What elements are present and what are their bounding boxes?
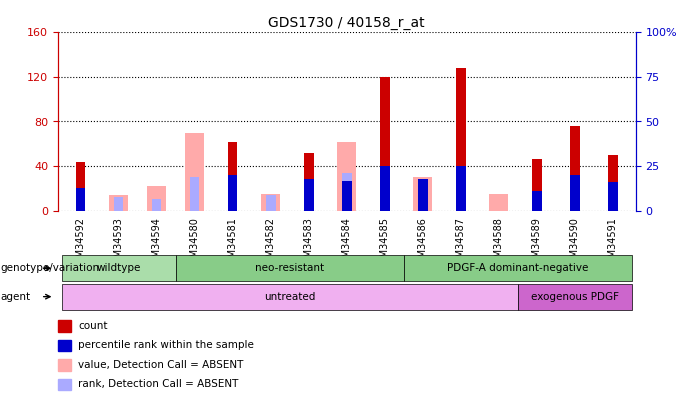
Bar bbox=[608, 155, 617, 211]
Text: untreated: untreated bbox=[264, 292, 316, 302]
Text: percentile rank within the sample: percentile rank within the sample bbox=[78, 341, 254, 350]
Text: wildtype: wildtype bbox=[97, 263, 141, 273]
Text: exogenous PDGF: exogenous PDGF bbox=[531, 292, 619, 302]
Text: rank, Detection Call = ABSENT: rank, Detection Call = ABSENT bbox=[78, 379, 239, 389]
Bar bbox=[490, 194, 509, 211]
Bar bbox=[266, 195, 275, 211]
Bar bbox=[413, 177, 432, 211]
Bar bbox=[608, 181, 617, 211]
Bar bbox=[418, 179, 428, 211]
Title: GDS1730 / 40158_r_at: GDS1730 / 40158_r_at bbox=[269, 16, 425, 30]
Text: PDGF-A dominant-negative: PDGF-A dominant-negative bbox=[447, 263, 589, 273]
Bar bbox=[228, 142, 237, 211]
Bar bbox=[532, 159, 542, 211]
Bar bbox=[109, 195, 128, 211]
Text: count: count bbox=[78, 321, 107, 331]
Text: genotype/variation: genotype/variation bbox=[1, 263, 100, 273]
Bar bbox=[304, 179, 313, 211]
Bar bbox=[152, 199, 161, 211]
Bar bbox=[380, 166, 390, 211]
Bar bbox=[147, 186, 166, 211]
Bar bbox=[190, 177, 199, 211]
Bar bbox=[261, 194, 280, 211]
Bar bbox=[185, 133, 204, 211]
Bar bbox=[380, 77, 390, 211]
Bar bbox=[114, 197, 123, 211]
Text: agent: agent bbox=[1, 292, 31, 302]
Text: value, Detection Call = ABSENT: value, Detection Call = ABSENT bbox=[78, 360, 243, 370]
Bar bbox=[571, 126, 580, 211]
Bar bbox=[342, 181, 352, 211]
Bar bbox=[342, 173, 352, 211]
Bar bbox=[571, 175, 580, 211]
Bar bbox=[456, 68, 466, 211]
Bar bbox=[76, 162, 86, 211]
Bar bbox=[76, 188, 86, 211]
Bar bbox=[532, 190, 542, 211]
Bar bbox=[456, 166, 466, 211]
Bar bbox=[337, 142, 356, 211]
Text: neo-resistant: neo-resistant bbox=[255, 263, 324, 273]
Bar bbox=[228, 175, 237, 211]
Bar bbox=[418, 186, 428, 211]
Bar bbox=[304, 153, 313, 211]
